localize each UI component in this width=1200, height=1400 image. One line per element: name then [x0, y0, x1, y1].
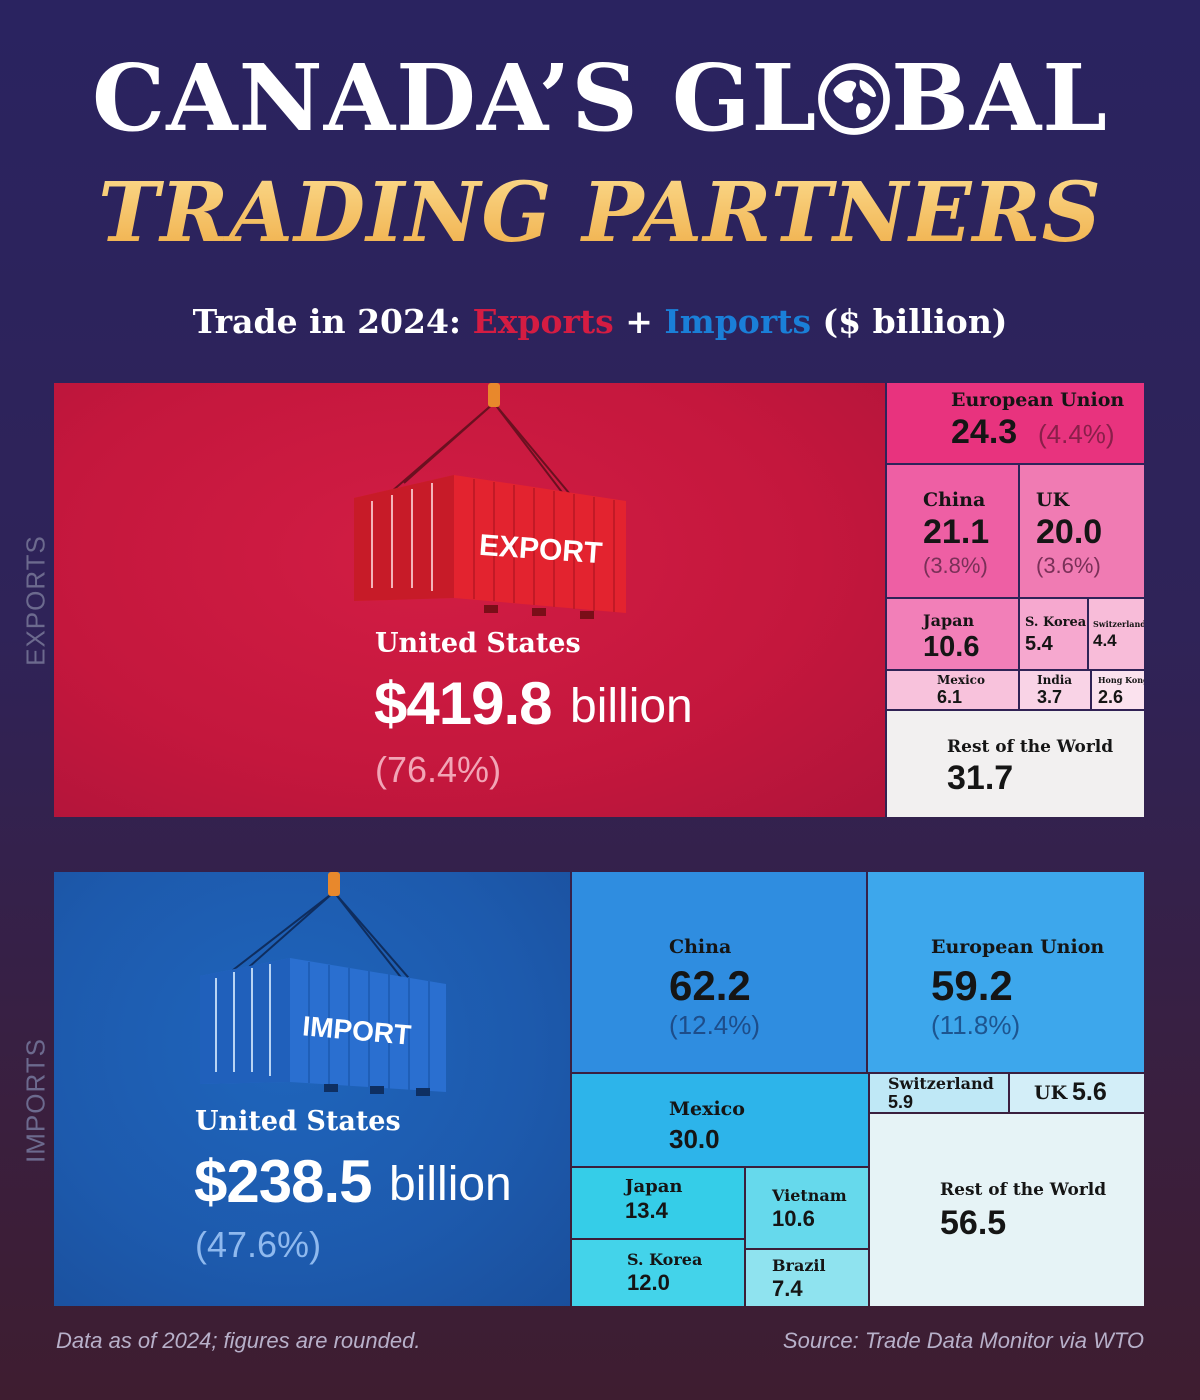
exports-tile-japan: Japan 10.6: [887, 599, 1018, 669]
exports-tile-switzerland: Switzerland 4.4: [1089, 599, 1144, 669]
exports-tile-eu: European Union 24.3 (4.4%): [887, 383, 1144, 463]
tile-value: 3.7: [1037, 687, 1063, 707]
tile-name: Japan: [923, 611, 975, 630]
tile-pct: (3.8%): [923, 553, 988, 578]
tile-value: 30.0: [669, 1124, 720, 1154]
tile-value: 13.4: [625, 1198, 668, 1223]
tile-name: China: [923, 489, 986, 511]
title-part-2: BAL: [891, 44, 1108, 152]
subtitle-imports: Imports: [664, 302, 812, 341]
tile-name: UK: [1036, 489, 1070, 511]
imports-side-label: IMPORTS: [20, 1038, 51, 1163]
title-line-1: CANADA’S GL BAL: [0, 52, 1200, 144]
tile-name: Switzerland: [1093, 619, 1144, 629]
exports-main-unit: billion: [570, 680, 693, 733]
tile-value: 21.1: [923, 513, 990, 551]
shipping-container-icon: EXPORT: [354, 383, 626, 619]
tile-value: 10.6: [772, 1206, 815, 1231]
imports-main-pct: (47.6%): [195, 1224, 322, 1265]
tile-value: 7.4: [772, 1276, 803, 1301]
tile-value: 5.4: [1025, 633, 1053, 655]
exports-tile-china: China 21.1 (3.8%): [887, 465, 1018, 597]
tile-name: Brazil: [772, 1256, 826, 1275]
tile-name: European Union: [931, 936, 1105, 958]
imports-tile-brazil: Brazil 7.4: [746, 1250, 868, 1306]
tile-value: 5.9: [888, 1092, 914, 1112]
tile-name: Mexico: [937, 673, 985, 687]
tile-name: Rest of the World: [940, 1180, 1107, 1200]
tile-name: Vietnam: [772, 1186, 847, 1205]
imports-tile-china: China 62.2 (12.4%): [572, 872, 866, 1072]
exports-treemap: EXPORT United States $419.8 billion (76.…: [54, 383, 1144, 817]
globe-icon: [818, 63, 891, 135]
tile-name: Rest of the World: [947, 737, 1114, 757]
subtitle-suffix: ($ billion): [811, 302, 1008, 341]
tile-name: Japan: [625, 1176, 683, 1197]
tile-value: 62.2: [669, 962, 751, 1009]
tile-value: 59.2: [931, 962, 1013, 1009]
imports-tile-switzerland: Switzerland 5.9: [870, 1074, 1008, 1112]
exports-tile-uk: UK 20.0 (3.6%): [1020, 465, 1144, 597]
tile-value: 4.4: [1093, 631, 1117, 650]
exports-tile-rest: Rest of the World 31.7: [887, 711, 1144, 817]
imports-main-name: United States: [195, 1106, 401, 1137]
footer-source: Source: Trade Data Monitor via WTO: [782, 1328, 1144, 1353]
tile-value: 10.6: [923, 631, 980, 663]
tile-value: 24.3: [951, 413, 1018, 451]
shipping-container-icon: IMPORT: [200, 872, 446, 1096]
tile-name: European Union: [951, 389, 1125, 411]
tile-name: Switzerland: [888, 1074, 994, 1093]
tile-value: 31.7: [947, 759, 1014, 797]
tile-value: 12.0: [627, 1270, 670, 1295]
exports-side-label: EXPORTS: [20, 535, 51, 666]
tile-value: 2.6: [1098, 687, 1124, 707]
tile-value: 6.1: [937, 687, 963, 707]
imports-tile-uk: UK 5.6: [1010, 1074, 1144, 1112]
imports-tile-rest: Rest of the World 56.5: [870, 1114, 1144, 1306]
tile-name: S. Korea: [1025, 615, 1087, 630]
tile-pct: (4.4%): [1038, 419, 1115, 449]
subtitle: Trade in 2024: Exports + Imports ($ bill…: [0, 302, 1200, 341]
title-part-1: CANADA’S GL: [92, 44, 818, 152]
subtitle-plus: +: [613, 302, 665, 341]
tile-name: India: [1037, 673, 1073, 687]
title-line-2: TRADING PARTNERS: [0, 172, 1200, 254]
tile-name: Mexico: [669, 1098, 745, 1120]
exports-main-pct: (76.4%): [375, 749, 502, 790]
exports-tile-mexico: Mexico 6.1: [887, 671, 1018, 709]
exports-tile-skorea: S. Korea 5.4: [1020, 599, 1087, 669]
tile-pct: (12.4%): [669, 1010, 761, 1040]
imports-main-value: $238.5: [194, 1148, 373, 1215]
tile-name: S. Korea: [627, 1250, 703, 1269]
imports-tile-japan: Japan 13.4: [572, 1168, 744, 1238]
tile-value: 56.5: [940, 1204, 1007, 1242]
imports-tile-skorea: S. Korea 12.0: [572, 1240, 744, 1306]
imports-tile-eu: European Union 59.2 (11.8%): [868, 872, 1144, 1072]
exports-main-value: $419.8: [374, 670, 553, 737]
tile-value: 20.0: [1036, 513, 1103, 551]
imports-main-tile: IMPORT United States $238.5 billion (47.…: [54, 872, 570, 1306]
imports-tile-vietnam: Vietnam 10.6: [746, 1168, 868, 1248]
imports-main-unit: billion: [389, 1158, 512, 1211]
subtitle-exports: Exports: [472, 302, 614, 341]
tile-name: Hong Kong: [1098, 675, 1144, 685]
exports-main-tile: EXPORT United States $419.8 billion (76.…: [54, 383, 885, 817]
exports-main-name: United States: [375, 628, 581, 659]
imports-treemap: IMPORT United States $238.5 billion (47.…: [54, 872, 1144, 1306]
tile-name: UK: [1034, 1082, 1068, 1104]
tile-name: China: [669, 936, 732, 958]
exports-tile-india: India 3.7: [1020, 671, 1090, 709]
tile-value: 5.6: [1072, 1078, 1107, 1106]
tile-pct: (3.6%): [1036, 553, 1101, 578]
imports-tile-mexico: Mexico 30.0: [572, 1074, 868, 1166]
footer-note: Data as of 2024; figures are rounded.: [56, 1328, 421, 1353]
exports-tile-hongkong: Hong Kong 2.6: [1092, 671, 1144, 709]
subtitle-prefix: Trade in 2024:: [192, 302, 473, 341]
tile-pct: (11.8%): [931, 1010, 1021, 1040]
